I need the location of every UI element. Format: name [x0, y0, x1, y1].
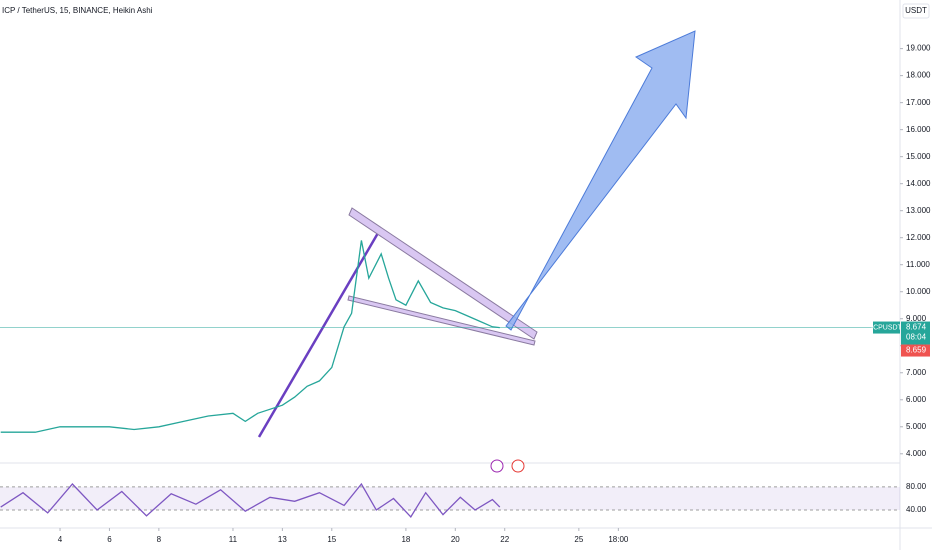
y-tick-label: 18.000: [906, 71, 931, 80]
rsi-band: [0, 486, 900, 510]
prev-close-box: [901, 344, 930, 357]
flag-icon[interactable]: [511, 459, 525, 473]
x-tick-label: 18: [401, 535, 410, 544]
y-tick-label: 4.000: [906, 449, 927, 458]
x-tick-label: 25: [574, 535, 583, 544]
event-icon[interactable]: [490, 459, 504, 473]
y-tick-label: 19.000: [906, 44, 931, 53]
y-tick-label: 14.000: [906, 179, 931, 188]
y-tick-label: 7.000: [906, 368, 927, 377]
wedge-lower: [347, 295, 536, 346]
chart-title: ICP / TetherUS, 15, BINANCE, Heikin Ashi: [2, 6, 153, 15]
x-tick-label: 13: [278, 535, 287, 544]
y-tick-label: 17.000: [906, 98, 931, 107]
y-tick-label: 10.000: [906, 287, 931, 296]
countdown-label: 08:04: [906, 333, 927, 342]
y-tick-label: 6.000: [906, 395, 927, 404]
x-tick-label: 18:00: [608, 535, 629, 544]
x-tick-label: 11: [229, 535, 238, 544]
y-tick-label: 16.000: [906, 125, 931, 134]
x-tick-label: 4: [58, 535, 63, 544]
price-box: [901, 321, 930, 345]
y-tick-label: 9.000: [906, 314, 927, 323]
breakout-arrow: [505, 30, 696, 331]
y-tick-label: 12.000: [906, 233, 931, 242]
x-tick-label: 8: [157, 535, 162, 544]
last-price-label: 8.674: [906, 323, 927, 332]
symbol-box: [873, 321, 900, 334]
x-tick-label: 22: [500, 535, 509, 544]
price-line: [0, 240, 500, 433]
x-tick-label: 20: [451, 535, 460, 544]
prev-close-label: 8.659: [906, 346, 927, 355]
wedge-upper: [348, 207, 538, 340]
x-tick-label: 6: [107, 535, 112, 544]
rsi-line: [0, 482, 501, 518]
y-tick-label: 13.000: [906, 206, 931, 215]
x-tick-label: 15: [327, 535, 336, 544]
y-tick-label: 40.00: [906, 505, 927, 514]
unit-box: [902, 3, 930, 19]
y-tick-label: 15.000: [906, 152, 931, 161]
symbol-label: ICPUSDT: [871, 324, 902, 331]
unit-label: USDT: [905, 6, 927, 15]
y-tick-label: 5.000: [906, 422, 927, 431]
y-tick-label: 11.000: [906, 260, 930, 269]
y-tick-label: 80.00: [906, 482, 927, 491]
